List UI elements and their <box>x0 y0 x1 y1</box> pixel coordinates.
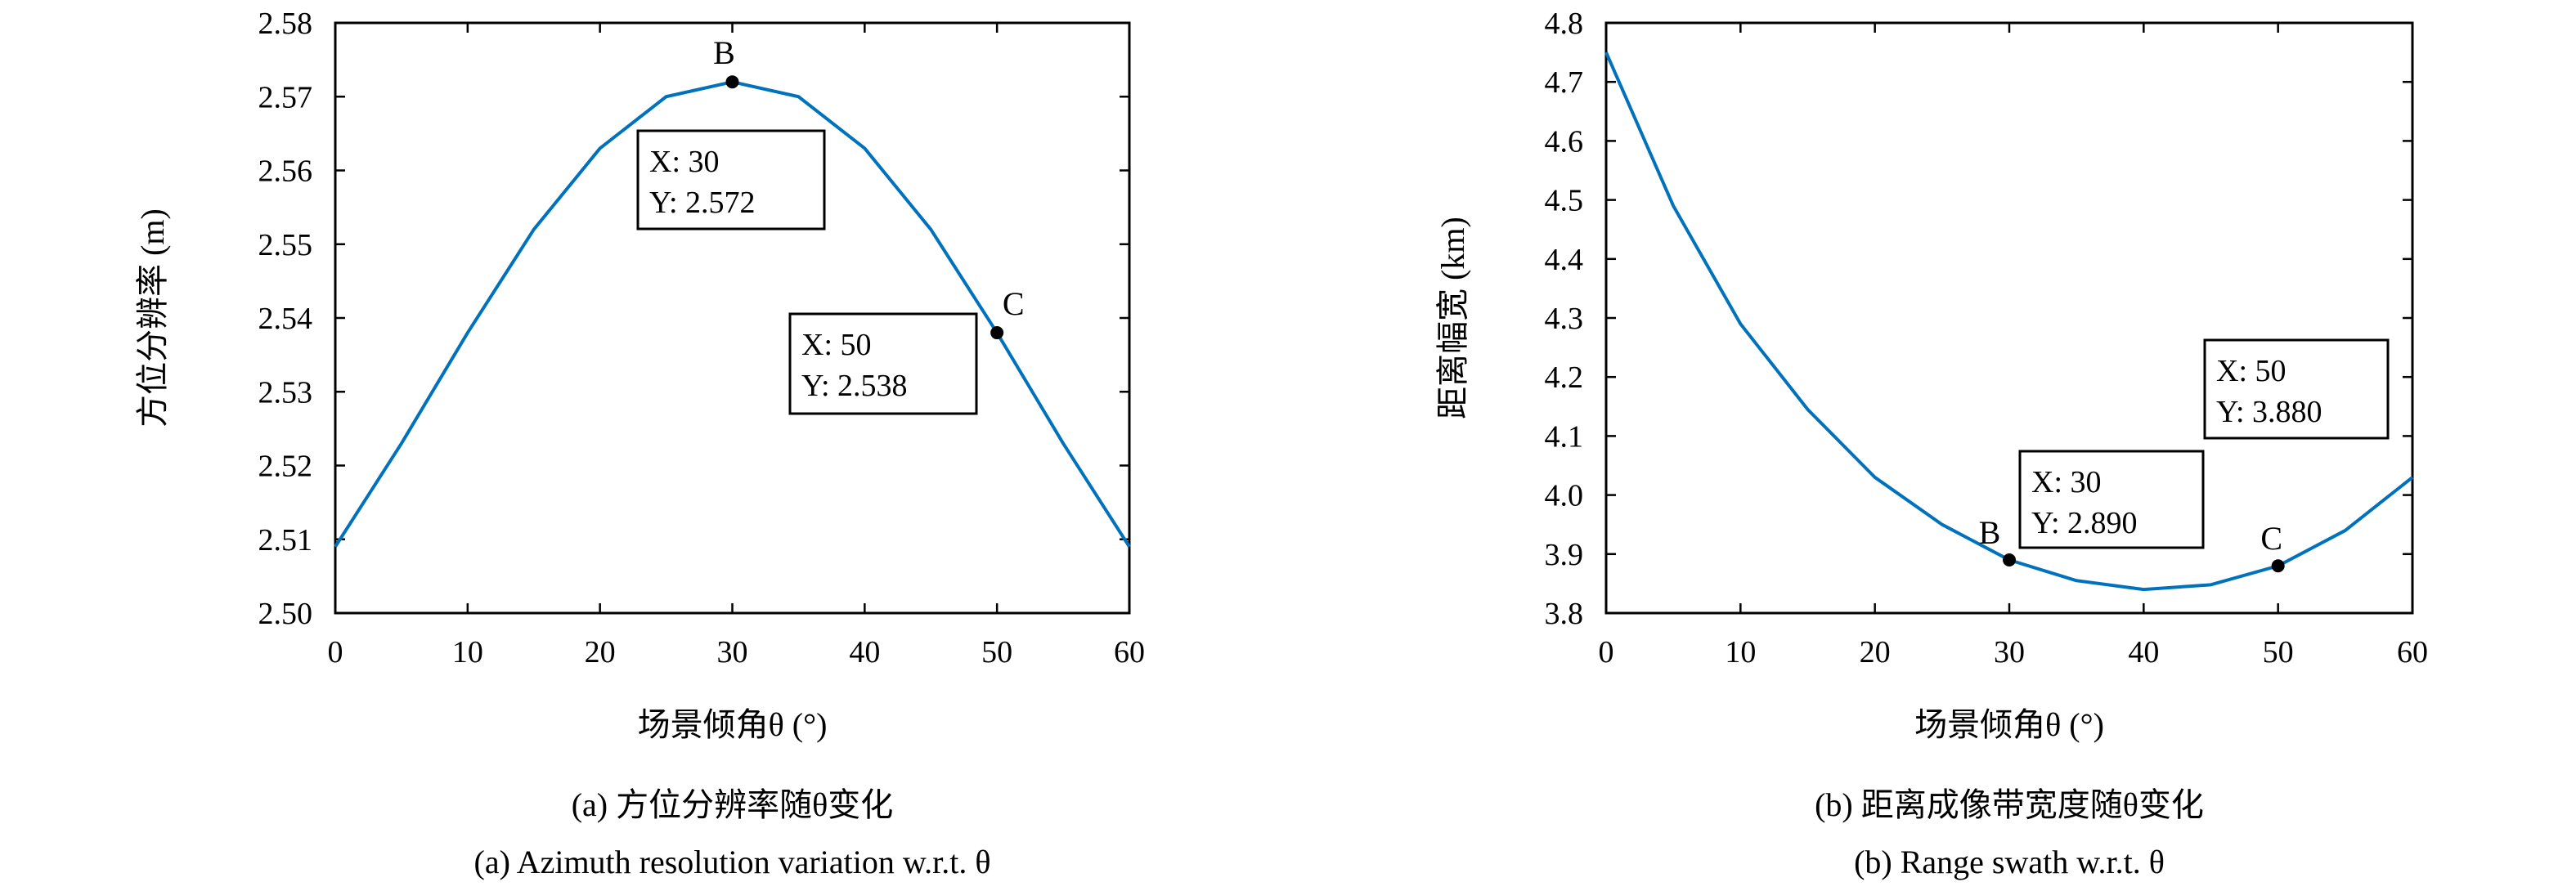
datatip-x: X: 30 <box>649 145 720 179</box>
caption-english: (a) Azimuth resolution variation w.r.t. … <box>474 844 991 880</box>
y-tick-label: 4.0 <box>1545 479 1584 513</box>
datatip-box: X: 50 Y: 3.880 <box>2203 338 2390 440</box>
y-tick-label: 4.3 <box>1545 302 1584 336</box>
x-tick-label: 40 <box>2128 635 2159 669</box>
datatip-box: X: 50 Y: 2.538 <box>788 312 978 415</box>
x-tick-label: 0 <box>328 635 343 669</box>
y-tick-label: 3.9 <box>1545 538 1584 572</box>
datatip-y: Y: 3.880 <box>2216 395 2322 429</box>
y-tick-label: 4.7 <box>1545 65 1584 100</box>
datatip-y: Y: 2.572 <box>649 186 756 220</box>
y-axis-label: 距离幅宽 (km) <box>1434 217 1471 419</box>
y-tick-label: 4.8 <box>1545 7 1584 41</box>
y-tick-label: 2.51 <box>258 523 313 557</box>
x-axis-label: 场景倾角θ (°) <box>1914 706 2104 743</box>
datatip-marker-b <box>725 75 739 89</box>
caption-chinese: (a) 方位分辨率随θ变化 <box>572 786 894 823</box>
x-tick-label: 20 <box>1860 635 1891 669</box>
y-tick-label: 4.4 <box>1545 243 1584 277</box>
y-axis-label: 方位分辨率 (m) <box>134 208 171 428</box>
x-tick-label: 0 <box>1599 635 1614 669</box>
datatip-box: X: 30 Y: 2.572 <box>636 129 826 231</box>
x-tick-label: 10 <box>452 635 483 669</box>
x-tick-label: 20 <box>585 635 616 669</box>
y-tick-label: 2.56 <box>258 154 313 189</box>
datatip-border <box>2203 338 2390 440</box>
x-tick-label: 60 <box>1114 635 1145 669</box>
point-label: C <box>1003 285 1025 322</box>
y-tick-label: 4.2 <box>1545 360 1584 395</box>
y-tick-label: 3.8 <box>1545 597 1584 631</box>
y-tick-label: 2.57 <box>258 80 313 114</box>
y-tick-label: 2.55 <box>258 228 313 262</box>
datatip-x: X: 50 <box>2216 354 2287 388</box>
caption-english: (b) Range swath w.r.t. θ <box>1854 844 2165 880</box>
series-line <box>1604 51 2414 592</box>
datatip-border <box>788 312 978 415</box>
y-tick-label: 2.52 <box>258 450 313 484</box>
y-tick-label: 2.54 <box>258 302 313 336</box>
point-label: B <box>1979 514 2001 551</box>
x-tick-label: 10 <box>1725 635 1756 669</box>
datatip-marker-b <box>2003 553 2016 567</box>
datatip-border <box>2018 450 2205 549</box>
y-tick-label: 4.1 <box>1545 419 1584 454</box>
y-tick-label: 4.5 <box>1545 184 1584 218</box>
chart-panel-a: 0 10 20 30 40 50 60 2.50 2.51 2.52 2.53 2.54 2.55 2.5… <box>134 7 1145 880</box>
x-tick-label: 30 <box>1994 635 2025 669</box>
caption-chinese: (b) 距离成像带宽度随θ变化 <box>1815 786 2204 823</box>
datatip-y: Y: 2.890 <box>2031 506 2138 540</box>
point-label: C <box>2260 520 2282 557</box>
datatip-marker-c <box>990 326 1004 340</box>
y-tick-label: 2.58 <box>258 7 313 41</box>
datatip-marker-c <box>2271 559 2285 573</box>
datatip-x: X: 30 <box>2031 465 2102 499</box>
chart-panel-b: 0 10 20 30 40 50 60 3.8 3.9 4.0 4.1 4.2 4.3 4.4 4.5 4.6… <box>1434 7 2428 880</box>
x-tick-label: 40 <box>849 635 880 669</box>
datatip-box: X: 30 Y: 2.890 <box>2018 450 2205 549</box>
x-tick-label: 60 <box>2397 635 2428 669</box>
y-tick-label: 2.50 <box>258 597 313 631</box>
point-label: B <box>713 34 735 71</box>
axes-box <box>1604 21 2414 615</box>
datatip-x: X: 50 <box>801 328 872 362</box>
x-tick-label: 30 <box>717 635 748 669</box>
x-axis-label: 场景倾角θ (°) <box>638 706 828 743</box>
datatip-y: Y: 2.538 <box>801 369 908 403</box>
datatip-border <box>636 129 826 231</box>
x-tick-label: 50 <box>981 635 1012 669</box>
y-tick-label: 2.53 <box>258 375 313 410</box>
x-tick-label: 50 <box>2263 635 2294 669</box>
y-tick-label: 4.6 <box>1545 124 1584 159</box>
